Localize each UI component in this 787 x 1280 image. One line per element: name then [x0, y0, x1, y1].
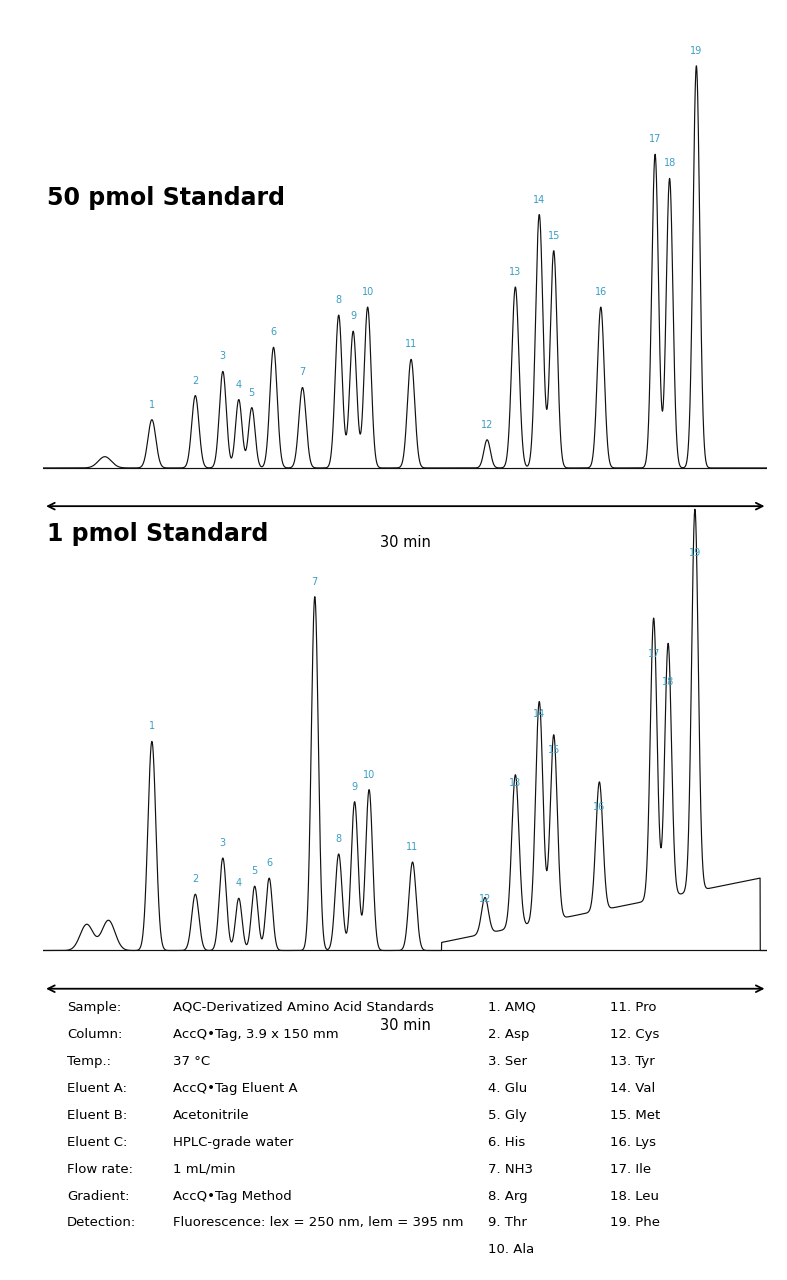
Text: 50 pmol Standard: 50 pmol Standard — [47, 187, 285, 210]
Text: 8: 8 — [335, 296, 342, 305]
Text: 17: 17 — [648, 649, 660, 659]
Text: 18. Leu: 18. Leu — [610, 1189, 659, 1202]
Text: 12. Cys: 12. Cys — [610, 1028, 660, 1041]
Text: 15. Met: 15. Met — [610, 1108, 660, 1121]
Text: 18: 18 — [663, 159, 676, 169]
Text: 5. Gly: 5. Gly — [488, 1108, 527, 1121]
Text: 11: 11 — [405, 339, 417, 349]
Text: Sample:: Sample: — [67, 1001, 121, 1014]
Text: 16. Lys: 16. Lys — [610, 1135, 656, 1148]
Text: 2: 2 — [192, 874, 198, 884]
Text: 2: 2 — [192, 375, 198, 385]
Text: 15: 15 — [548, 230, 560, 241]
Text: 30 min: 30 min — [380, 1018, 430, 1033]
Text: 14. Val: 14. Val — [610, 1082, 655, 1094]
Text: 5: 5 — [252, 867, 258, 876]
Text: 1. AMQ: 1. AMQ — [488, 1001, 536, 1014]
Text: AQC-Derivatized Amino Acid Standards: AQC-Derivatized Amino Acid Standards — [173, 1001, 434, 1014]
Text: 1 pmol Standard: 1 pmol Standard — [47, 522, 268, 545]
Text: 3: 3 — [220, 838, 226, 847]
Text: 16: 16 — [595, 287, 607, 297]
Text: AccQ•Tag Method: AccQ•Tag Method — [173, 1189, 292, 1202]
Text: 18: 18 — [662, 677, 674, 687]
Text: 3: 3 — [220, 352, 226, 361]
Text: Fluorescence: lex = 250 nm, lem = 395 nm: Fluorescence: lex = 250 nm, lem = 395 nm — [173, 1216, 464, 1230]
Text: HPLC-grade water: HPLC-grade water — [173, 1135, 294, 1148]
Text: Eluent B:: Eluent B: — [67, 1108, 127, 1121]
Text: AccQ•Tag, 3.9 x 150 mm: AccQ•Tag, 3.9 x 150 mm — [173, 1028, 338, 1041]
Text: 4. Glu: 4. Glu — [488, 1082, 527, 1094]
Text: Column:: Column: — [67, 1028, 122, 1041]
Text: 11: 11 — [406, 842, 419, 852]
Text: 1: 1 — [149, 722, 155, 731]
Text: 10. Ala: 10. Ala — [488, 1243, 534, 1257]
Text: 13: 13 — [509, 778, 522, 787]
Text: 7: 7 — [299, 367, 305, 378]
Text: Gradient:: Gradient: — [67, 1189, 129, 1202]
Text: 37 °C: 37 °C — [173, 1055, 210, 1068]
Text: 7: 7 — [312, 576, 318, 586]
Text: 1: 1 — [149, 399, 155, 410]
Text: Detection:: Detection: — [67, 1216, 136, 1230]
Text: 19: 19 — [690, 46, 703, 56]
Text: 9: 9 — [350, 311, 357, 321]
Text: Acetonitrile: Acetonitrile — [173, 1108, 249, 1121]
Text: 9: 9 — [352, 782, 357, 791]
Text: Flow rate:: Flow rate: — [67, 1162, 133, 1175]
Text: 8. Arg: 8. Arg — [488, 1189, 527, 1202]
Text: 4: 4 — [236, 380, 242, 389]
Text: 19. Phe: 19. Phe — [610, 1216, 660, 1230]
Text: 5: 5 — [249, 388, 255, 398]
Text: 17. Ile: 17. Ile — [610, 1162, 651, 1175]
Text: 3. Ser: 3. Ser — [488, 1055, 527, 1068]
Text: 16: 16 — [593, 801, 605, 812]
Text: 30 min: 30 min — [380, 535, 430, 550]
Text: 12: 12 — [481, 420, 493, 430]
Text: AccQ•Tag Eluent A: AccQ•Tag Eluent A — [173, 1082, 297, 1094]
Text: Eluent C:: Eluent C: — [67, 1135, 127, 1148]
Text: 8: 8 — [335, 835, 342, 844]
Text: 6: 6 — [266, 858, 272, 868]
Text: 14: 14 — [533, 195, 545, 205]
Text: 4: 4 — [236, 878, 242, 888]
Text: Temp.:: Temp.: — [67, 1055, 111, 1068]
Text: 10: 10 — [363, 769, 375, 780]
Text: 17: 17 — [649, 134, 661, 145]
Text: 15: 15 — [548, 745, 560, 755]
Text: 6. His: 6. His — [488, 1135, 525, 1148]
Text: 1 mL/min: 1 mL/min — [173, 1162, 235, 1175]
Text: 10: 10 — [361, 287, 374, 297]
Text: 11. Pro: 11. Pro — [610, 1001, 656, 1014]
Text: 2. Asp: 2. Asp — [488, 1028, 530, 1041]
Text: 13. Tyr: 13. Tyr — [610, 1055, 655, 1068]
Text: 7. NH3: 7. NH3 — [488, 1162, 533, 1175]
Text: 6: 6 — [271, 328, 276, 337]
Text: 9. Thr: 9. Thr — [488, 1216, 527, 1230]
Text: Eluent A:: Eluent A: — [67, 1082, 127, 1094]
Text: 12: 12 — [478, 895, 491, 904]
Text: 14: 14 — [533, 709, 545, 719]
Text: 19: 19 — [689, 548, 701, 558]
Text: 13: 13 — [509, 268, 522, 276]
